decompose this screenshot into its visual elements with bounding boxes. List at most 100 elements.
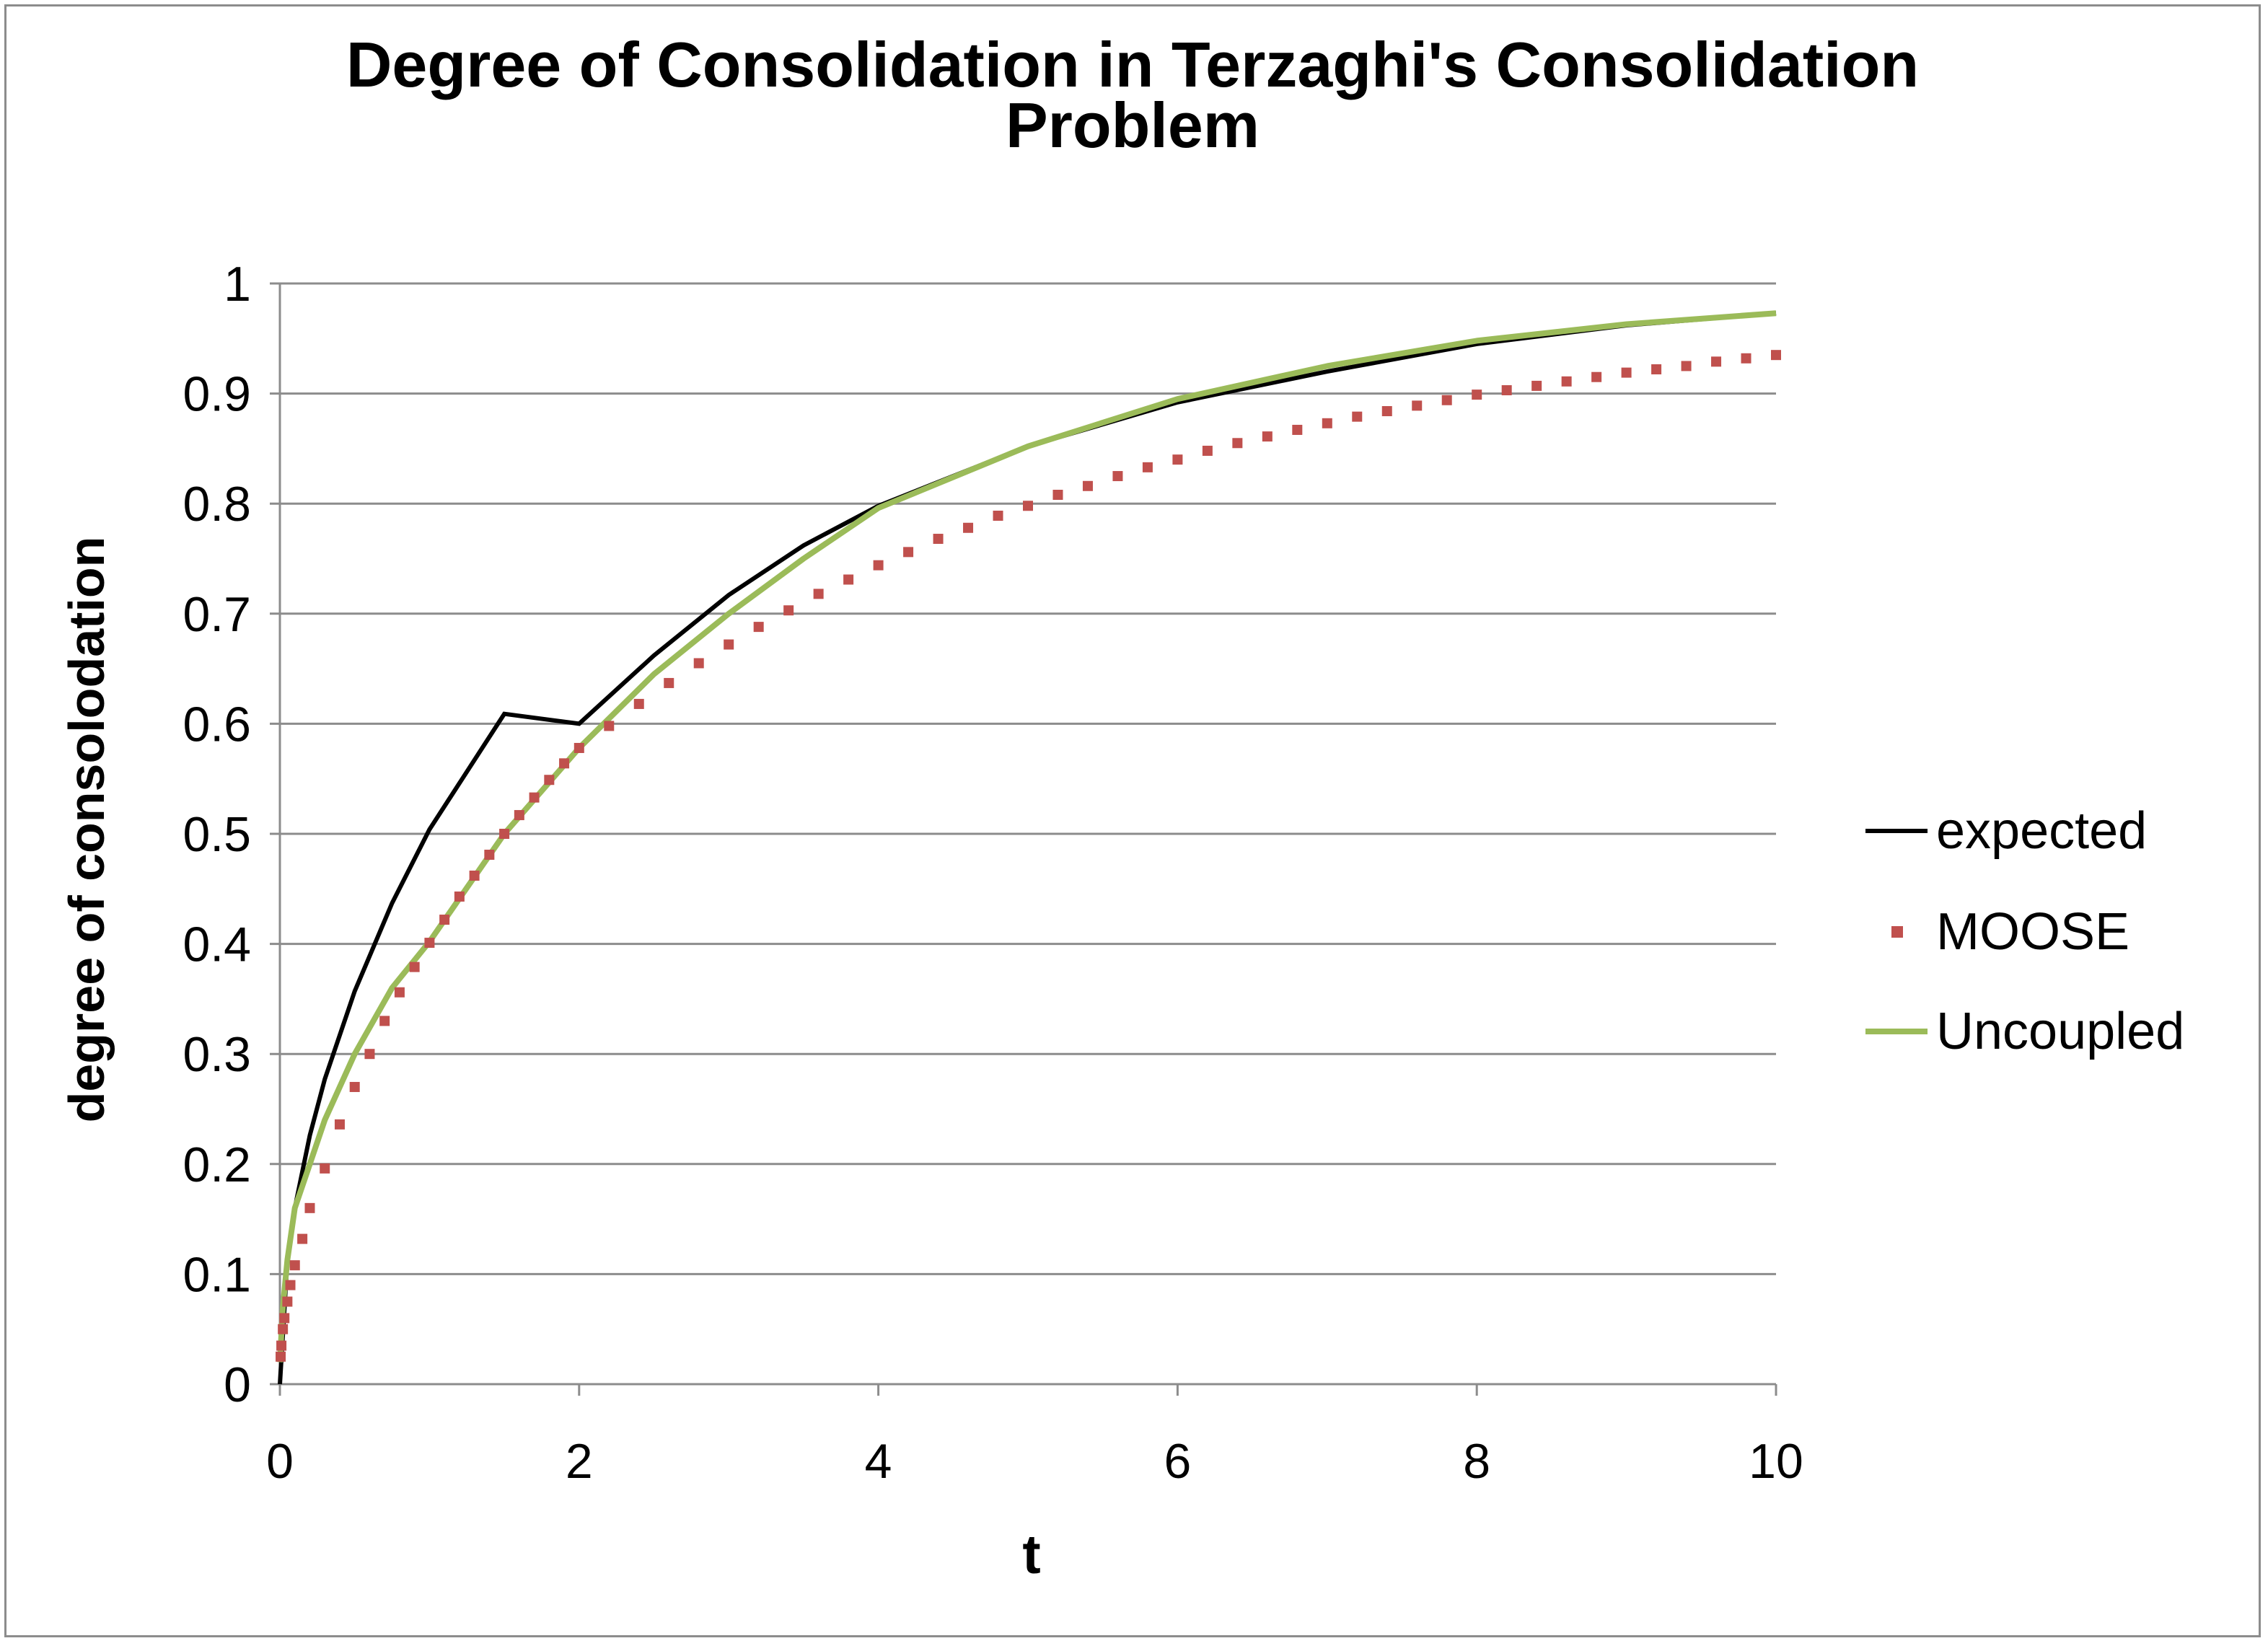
y-tick-label-0.7: 0.7 <box>183 587 251 642</box>
marker-moose <box>903 547 914 558</box>
legend-label-moose: MOOSE <box>1936 903 2129 961</box>
x-tick-label-2: 2 <box>566 1434 593 1489</box>
series-layer <box>276 310 1781 1385</box>
marker-moose <box>664 677 674 688</box>
marker-moose <box>334 1119 345 1130</box>
y-tick-label-0.3: 0.3 <box>183 1027 251 1082</box>
marker-moose <box>604 721 615 731</box>
marker-moose <box>1412 400 1423 411</box>
marker-moose <box>349 1081 360 1092</box>
marker-moose <box>933 534 944 545</box>
marker-moose <box>1441 395 1452 405</box>
x-tick-label-10: 10 <box>1749 1434 1803 1489</box>
marker-moose <box>1052 489 1063 500</box>
marker-moose <box>1591 371 1602 382</box>
legend-label-expected: expected <box>1936 802 2147 860</box>
marker-moose <box>1681 361 1692 371</box>
marker-moose <box>1232 438 1243 449</box>
marker-moose <box>1023 501 1033 511</box>
x-tick-label-8: 8 <box>1463 1434 1490 1489</box>
marker-moose <box>1322 418 1332 428</box>
y-tick-label-0.8: 0.8 <box>183 477 251 532</box>
marker-moose <box>320 1163 330 1174</box>
y-tick-label-0.9: 0.9 <box>183 367 251 422</box>
marker-moose <box>364 1049 375 1060</box>
marker-moose <box>1262 431 1273 442</box>
y-tick-label-0.1: 0.1 <box>183 1247 251 1302</box>
marker-moose <box>873 560 884 571</box>
marker-moose <box>1472 390 1482 400</box>
marker-moose <box>276 1351 286 1362</box>
y-tick-label-1: 1 <box>224 257 251 312</box>
marker-moose <box>544 775 555 785</box>
y-tick-label-0.6: 0.6 <box>183 697 251 752</box>
x-tick-label-6: 6 <box>1164 1434 1191 1489</box>
marker-moose <box>297 1233 308 1244</box>
chart-title-line-2: Problem <box>1005 89 1260 161</box>
y-tick-labels: 0 0.1 0.2 0.3 0.4 0.5 0.6 0.7 0.8 0.9 1 <box>183 257 251 1412</box>
marker-moose <box>559 758 570 769</box>
marker-moose <box>813 589 824 599</box>
marker-moose <box>724 639 734 650</box>
series-line-expected <box>278 311 1777 1385</box>
marker-moose <box>1621 367 1632 378</box>
marker-moose <box>394 987 405 998</box>
y-tick-label-0: 0 <box>224 1357 251 1412</box>
axes <box>278 283 1777 1396</box>
marker-moose <box>409 961 420 972</box>
marker-moose <box>514 810 524 821</box>
marker-moose <box>693 658 704 669</box>
x-axis-label: t <box>1022 1524 1041 1585</box>
x-tick-label-4: 4 <box>865 1434 892 1489</box>
marker-moose <box>529 792 540 803</box>
legend-label-uncoupled: Uncoupled <box>1936 1003 2184 1060</box>
y-tick-label-0.5: 0.5 <box>183 807 251 862</box>
marker-moose <box>1711 356 1722 367</box>
marker-moose <box>783 605 794 616</box>
marker-moose <box>1292 424 1303 435</box>
y-tick-label-0.2: 0.2 <box>183 1137 251 1192</box>
marker-moose <box>276 1340 287 1351</box>
marker-moose <box>439 915 450 925</box>
marker-moose <box>1202 445 1213 456</box>
y-tick-label-0.4: 0.4 <box>183 917 251 972</box>
marker-moose <box>484 849 495 860</box>
marker-moose <box>1381 406 1392 417</box>
marker-moose <box>289 1260 300 1271</box>
marker-moose <box>1352 411 1363 422</box>
marker-moose <box>499 829 510 839</box>
marker-moose <box>753 622 764 633</box>
marker-moose <box>279 1313 290 1324</box>
legend-swatch-moose <box>1891 926 1903 938</box>
marker-moose <box>1771 350 1781 361</box>
marker-moose <box>1531 380 1542 391</box>
marker-moose <box>1561 376 1572 387</box>
chart-title-line-1: Degree of Consolidation in Terzaghi's Co… <box>346 29 1920 100</box>
marker-moose <box>573 742 584 753</box>
marker-moose <box>285 1280 296 1290</box>
marker-moose <box>304 1202 315 1213</box>
marker-moose <box>469 870 480 881</box>
marker-moose <box>454 891 465 902</box>
x-tick-label-0: 0 <box>266 1434 294 1489</box>
marker-moose <box>1501 385 1512 396</box>
marker-moose <box>379 1016 390 1026</box>
chart-title: Degree of Consolidation in Terzaghi's Co… <box>274 29 1991 161</box>
marker-moose <box>633 698 644 709</box>
marker-moose <box>424 938 435 949</box>
marker-moose <box>843 574 854 585</box>
marker-moose <box>1082 480 1093 491</box>
marker-moose <box>963 522 974 533</box>
marker-moose <box>993 510 1003 521</box>
marker-moose <box>1741 353 1751 364</box>
legend: expected MOOSE Uncoupled <box>1865 802 2184 1060</box>
chart-frame <box>4 4 2261 1637</box>
marker-moose <box>1172 454 1183 465</box>
marker-moose <box>1651 364 1662 375</box>
marker-moose <box>1112 471 1123 482</box>
marker-moose <box>1142 462 1153 472</box>
marker-moose <box>278 1324 289 1334</box>
marker-moose <box>282 1296 293 1307</box>
x-tick-labels: 0 2 4 6 8 10 <box>266 1434 1803 1489</box>
